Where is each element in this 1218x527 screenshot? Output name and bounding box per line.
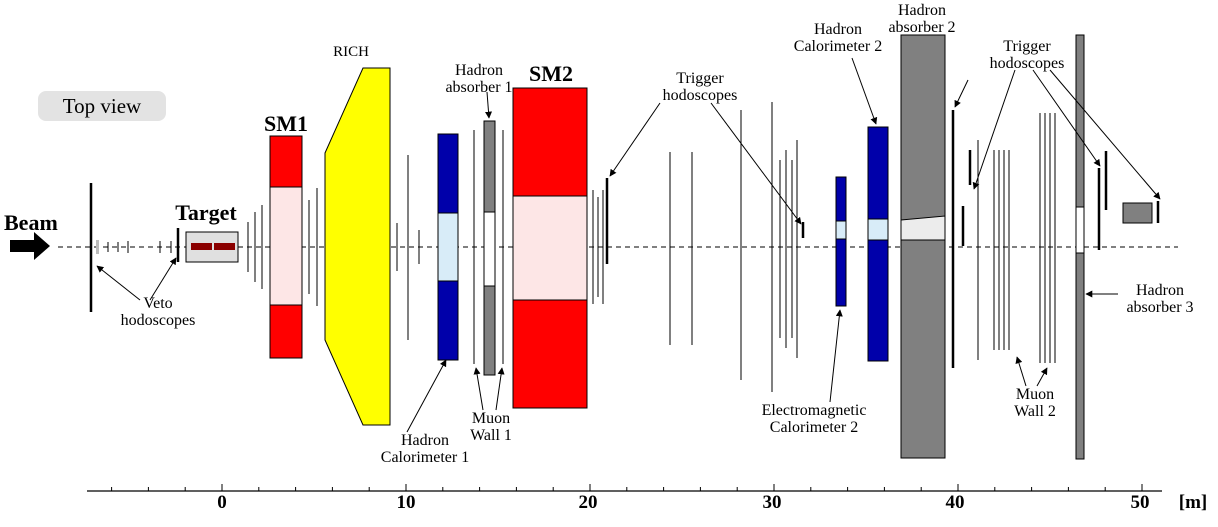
muon-filter-2-hole: [1075, 206, 1085, 254]
hadron-calorimeter-2-line1: Hadron: [814, 21, 862, 38]
muon-wall-1-line2: Wall 1: [470, 427, 512, 444]
hadron-absorber-3-line2: absorber 3: [1126, 299, 1194, 316]
axis-tick-label: 40: [945, 492, 965, 513]
beam-arrow-icon: [10, 232, 50, 260]
target-cell: [191, 243, 212, 250]
axis-unit-label: [m]: [1178, 492, 1208, 513]
hcal2: [867, 126, 889, 362]
veto-hodoscopes-line1: Veto: [143, 295, 173, 312]
trigger-hodoscopes-a-line1: Trigger: [676, 70, 724, 87]
ecal2: [835, 176, 847, 307]
muon-wall-2-line2: Wall 2: [1014, 403, 1056, 420]
ecal2-line1: Electromagnetic: [761, 402, 867, 419]
hcal2-hole: [867, 218, 889, 241]
muon-wall-2-line1: Muon: [1015, 386, 1055, 403]
rich-label: RICH: [333, 44, 369, 60]
beam-label: Beam: [4, 210, 58, 235]
trigger-hodoscopes-label-a: Trigger hodoscopes: [640, 70, 760, 104]
rich-detector: [324, 67, 391, 426]
veto-element: [96, 240, 99, 254]
hadron-absorber-2-line2: absorber 2: [888, 19, 956, 36]
sm2-label: SM2: [529, 61, 573, 86]
axis-tick-label: 30: [762, 492, 782, 513]
veto-hodoscopes-label: Veto hodoscopes: [98, 295, 218, 329]
muon-wall-1-line1: Muon: [471, 410, 511, 427]
sm1-gap: [269, 186, 303, 306]
hadron-calorimeter-2-label: Hadron Calorimeter 2: [778, 21, 898, 55]
hadron-absorber-3-label: Hadron absorber 3: [1110, 282, 1210, 316]
trigger-hodoscopes-a-line2: hodoscopes: [662, 87, 738, 104]
hadron-absorber-1-line1: Hadron: [455, 62, 503, 79]
axis-tick-label: 20: [578, 492, 598, 513]
hadron-calorimeter-2-line2: Calorimeter 2: [793, 38, 883, 55]
hadron-calorimeter-1-line1: Hadron: [401, 432, 449, 449]
sm2-gap: [512, 195, 588, 301]
hadron-calorimeter-1-line2: Calorimeter 1: [380, 449, 470, 466]
muon-wall-1-label: Muon Wall 1: [456, 410, 526, 444]
hadron-absorber-3-line1: Hadron: [1136, 282, 1184, 299]
hadron-absorber-1-line2: absorber 1: [445, 79, 513, 96]
hadron-absorber-2-hole: [900, 215, 946, 241]
target-cell: [214, 243, 235, 250]
hadron-absorber-2-line1: Hadron: [898, 2, 946, 19]
trigger-hodoscopes-label-b: Trigger hodoscopes: [967, 38, 1087, 72]
ecal2-hole: [835, 220, 847, 240]
trigger-hodoscopes-b-line2: hodoscopes: [989, 55, 1065, 72]
muon-wall-2-label: Muon Wall 2: [995, 386, 1075, 420]
hadron-absorber-2: [900, 34, 946, 459]
hadron-absorber-1-label: Hadron absorber 1: [424, 62, 534, 96]
trigger-hodoscopes-b-line1: Trigger: [1003, 38, 1051, 55]
leader-lines: [96, 57, 1161, 433]
hadron-absorber-3: [1122, 202, 1153, 224]
target-label: Target: [175, 200, 237, 225]
ecal2-line2: Calorimeter 2: [769, 419, 859, 436]
axis-ticks: [111, 484, 1143, 491]
sm1-label: SM1: [264, 111, 308, 136]
axis-tick-label: 50: [1130, 492, 1150, 513]
hadron-absorber-2-label: Hadron absorber 2: [872, 2, 972, 36]
hadron-absorber-1-hole: [483, 211, 496, 287]
view-label: Top view: [38, 91, 166, 121]
axis-tick-label: 0: [217, 492, 227, 513]
veto-hodoscopes-line2: hodoscopes: [120, 312, 196, 329]
hadron-calorimeter-1-label: Hadron Calorimeter 1: [365, 432, 485, 466]
hcal1-hole: [437, 212, 459, 282]
ecal2-label: Electromagnetic Calorimeter 2: [740, 402, 888, 436]
axis-tick-label: 10: [396, 492, 416, 513]
